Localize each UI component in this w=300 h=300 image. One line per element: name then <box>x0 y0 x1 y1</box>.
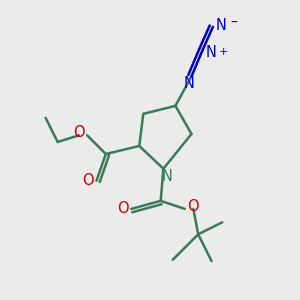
Text: N: N <box>161 169 172 184</box>
Text: O: O <box>73 124 85 140</box>
Text: O: O <box>188 199 199 214</box>
Text: +: + <box>218 47 228 57</box>
Text: N: N <box>205 45 216 60</box>
Text: –: – <box>230 16 237 30</box>
Text: O: O <box>82 173 94 188</box>
Text: O: O <box>117 201 128 216</box>
Text: N: N <box>216 18 227 33</box>
Text: N: N <box>184 76 195 92</box>
